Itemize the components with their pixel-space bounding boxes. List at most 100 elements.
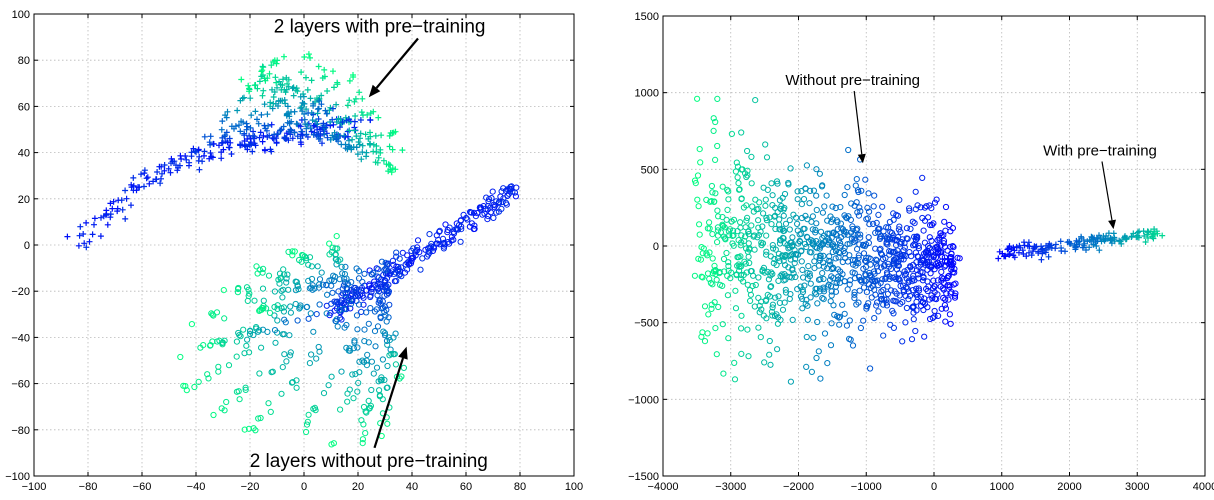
data-point: [317, 130, 324, 137]
data-point: [879, 203, 886, 210]
data-point: [502, 199, 510, 206]
data-point: [931, 295, 939, 302]
data-point: [371, 308, 378, 315]
data-point: [791, 260, 798, 267]
data-point: [453, 225, 461, 232]
data-point: [404, 266, 411, 273]
data-point: [223, 398, 230, 406]
data-point: [780, 235, 787, 242]
data-point: [857, 276, 864, 284]
data-point: [319, 124, 326, 131]
data-point: [877, 296, 885, 303]
data-point: [260, 265, 267, 272]
data-point: [393, 277, 400, 285]
data-point: [691, 272, 699, 279]
data-point: [812, 229, 819, 236]
data-point: [709, 281, 716, 288]
data-point: [206, 155, 213, 162]
data-point: [841, 310, 848, 317]
data-point: [348, 298, 355, 305]
data-point: [354, 151, 361, 158]
data-point: [920, 227, 927, 234]
x-tick-label: 0: [301, 481, 307, 493]
data-point: [135, 184, 141, 191]
data-point: [757, 334, 764, 341]
data-point: [300, 93, 307, 100]
data-point: [745, 253, 752, 260]
data-point: [285, 110, 292, 117]
data-point: [787, 256, 794, 263]
x-tick-label: −20: [241, 481, 260, 493]
data-point: [694, 172, 702, 179]
data-point: [699, 274, 706, 281]
data-point: [305, 51, 312, 58]
data-point: [98, 214, 104, 221]
data-point: [283, 86, 290, 93]
data-point: [886, 218, 894, 226]
x-tick-label: 80: [514, 481, 526, 493]
data-point: [901, 272, 909, 279]
data-point: [819, 270, 826, 277]
data-point: [712, 325, 719, 332]
data-point: [81, 240, 88, 247]
data-point: [937, 242, 944, 249]
data-point: [874, 277, 881, 284]
data-point: [771, 312, 779, 320]
data-point: [257, 129, 264, 136]
data-point: [200, 342, 207, 349]
data-point: [1066, 238, 1073, 245]
data-point: [375, 154, 382, 161]
data-point: [378, 258, 385, 265]
data-point: [319, 75, 326, 81]
data-point: [398, 273, 405, 280]
data-point: [934, 259, 942, 266]
data-point: [380, 283, 387, 290]
data-point: [830, 229, 837, 236]
data-point: [751, 246, 758, 253]
data-point: [928, 237, 935, 244]
y-tick-label: −100: [5, 471, 30, 483]
data-point: [1072, 246, 1079, 253]
data-point: [342, 289, 349, 297]
data-point: [732, 287, 739, 294]
data-point: [153, 176, 160, 183]
data-point: [362, 430, 369, 437]
data-point: [364, 351, 371, 358]
data-point: [236, 396, 243, 403]
data-point: [787, 165, 794, 172]
data-point: [775, 314, 782, 321]
data-point: [1102, 236, 1109, 243]
data-point: [323, 281, 330, 288]
data-point: [367, 402, 374, 409]
data-point: [346, 97, 353, 104]
data-point: [347, 300, 355, 308]
data-point: [289, 85, 296, 92]
data-point: [285, 137, 292, 144]
data-point: [318, 92, 325, 99]
data-point: [694, 196, 701, 203]
data-point: [854, 209, 861, 216]
data-point: [1083, 247, 1089, 253]
data-point: [287, 131, 294, 138]
data-point: [891, 236, 898, 243]
data-point: [873, 260, 880, 267]
data-point: [351, 98, 358, 105]
data-point: [330, 121, 337, 128]
data-point: [798, 247, 805, 254]
data-point: [380, 328, 387, 335]
data-point: [910, 261, 917, 268]
data-point: [755, 217, 762, 224]
data-point: [945, 273, 952, 280]
data-point: [362, 408, 369, 415]
data-point: [241, 426, 248, 433]
data-point: [261, 101, 268, 108]
data-point: [303, 421, 311, 428]
data-point: [909, 218, 916, 225]
data-point: [238, 76, 245, 83]
data-point: [251, 297, 258, 304]
data-point: [267, 408, 274, 415]
data-point: [841, 191, 848, 199]
annotation-label: 2 layers without pre−training: [250, 451, 488, 472]
x-tick-label: 60: [460, 481, 472, 493]
data-point: [828, 320, 835, 327]
